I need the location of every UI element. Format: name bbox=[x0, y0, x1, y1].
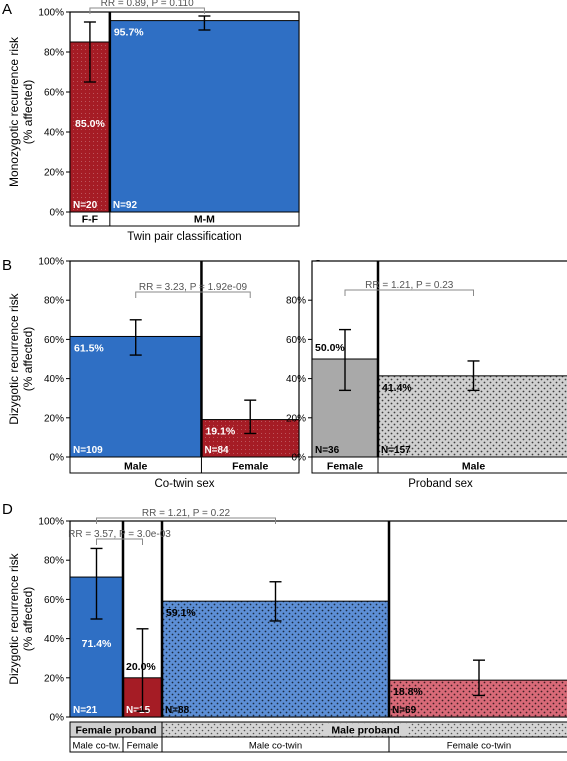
x-axis-label: Twin pair classification bbox=[127, 231, 241, 243]
y-axis-label-line: Dizygotic recurrence risk bbox=[7, 292, 21, 424]
y-tick-label: 20% bbox=[44, 168, 64, 179]
y-axis-label: Dizygotic recurrence risk(% affected) bbox=[7, 552, 35, 684]
bar bbox=[109, 20, 300, 213]
y-tick-label: 60% bbox=[44, 335, 64, 346]
y-tick-label: 60% bbox=[44, 88, 64, 99]
value-label: 41.4% bbox=[382, 382, 412, 394]
y-axis-label: Dizygotic recurrence risk(% affected) bbox=[7, 292, 35, 424]
panel-letter-b: B bbox=[2, 257, 12, 274]
n-label: N=36 bbox=[315, 445, 340, 456]
y-tick-label: 0% bbox=[50, 713, 65, 724]
comparison-bracket bbox=[89, 7, 205, 14]
y-axis-label: Monozygotic recurrence risk(% affected) bbox=[7, 36, 35, 187]
y-axis-label-line: Monozygotic recurrence risk bbox=[7, 36, 21, 187]
bar-pattern bbox=[389, 680, 567, 717]
n-label: N=109 bbox=[73, 445, 103, 456]
y-tick-label: 80% bbox=[286, 296, 306, 307]
value-label: 95.7% bbox=[114, 27, 144, 39]
y-tick-label: 20% bbox=[44, 413, 64, 424]
n-label: N=157 bbox=[381, 445, 411, 456]
y-tick-label: 40% bbox=[286, 374, 306, 385]
y-tick-label: 20% bbox=[44, 673, 64, 684]
value-label: 61.5% bbox=[74, 342, 104, 354]
panel-letter-d: D bbox=[2, 501, 13, 518]
comparison-bracket bbox=[96, 538, 143, 545]
y-axis-label-line: (% affected) bbox=[21, 327, 35, 391]
category-label: Male co-tw. bbox=[72, 741, 120, 752]
category-label: Female bbox=[232, 461, 268, 473]
comparison-label: RR = 1.21, P = 0.22 bbox=[142, 508, 231, 519]
bar-pattern bbox=[378, 375, 567, 457]
category-label: F-F bbox=[82, 214, 99, 226]
bar bbox=[69, 335, 202, 458]
y-tick-label: 100% bbox=[38, 517, 64, 528]
category-label: Female bbox=[127, 741, 159, 752]
y-tick-label: 40% bbox=[44, 374, 64, 385]
comparison-bracket bbox=[344, 289, 474, 296]
y-tick-label: 0% bbox=[50, 208, 65, 219]
category-row bbox=[311, 456, 567, 474]
value-label: 59.1% bbox=[166, 607, 196, 619]
comparison-bracket bbox=[135, 291, 251, 298]
x-axis-label: Proband sex bbox=[408, 478, 473, 490]
y-tick-label: 80% bbox=[44, 296, 64, 307]
panel-a: 0% 20% 40% 60% 80% 100% Monozygotic recurrence… bbox=[7, 0, 300, 243]
category-label: Male bbox=[124, 461, 148, 473]
y-tick-label: 100% bbox=[38, 8, 64, 19]
comparison-label: RR = 3.23, P = 1.92e-09 bbox=[139, 282, 248, 293]
category-label: Male co-twin bbox=[249, 741, 302, 752]
n-label: N=84 bbox=[204, 445, 229, 456]
group-label-bg bbox=[323, 724, 408, 735]
y-tick-label: 80% bbox=[44, 48, 64, 59]
category-label: Female co-twin bbox=[447, 741, 511, 752]
panel-c: 0% 20% 40% 60% 80% N=36 50.0% N=157 41.4% RR = 1.… bbox=[286, 260, 567, 490]
category-label: Female bbox=[327, 461, 363, 473]
y-tick-label: 60% bbox=[44, 595, 64, 606]
value-label: 19.1% bbox=[205, 426, 235, 438]
y-tick-label: 80% bbox=[44, 556, 64, 567]
category-label: M-M bbox=[194, 214, 215, 226]
y-tick-label: 60% bbox=[286, 335, 306, 346]
comparison-label: RR = 1.21, P = 0.23 bbox=[365, 280, 454, 291]
comparison-bracket bbox=[96, 517, 276, 524]
panel-letter-a: A bbox=[2, 1, 12, 18]
category-row bbox=[69, 456, 300, 474]
y-tick-label: 40% bbox=[44, 128, 64, 139]
value-label: 18.8% bbox=[393, 686, 423, 698]
value-label: 85.0% bbox=[75, 118, 105, 130]
y-tick-label: 40% bbox=[44, 634, 64, 645]
value-label: 50.0% bbox=[315, 342, 345, 354]
category-label: Male bbox=[462, 461, 486, 473]
y-axis-label-line: (% affected) bbox=[21, 80, 35, 144]
n-label: N=69 bbox=[392, 705, 417, 716]
y-tick-label: 20% bbox=[286, 413, 306, 424]
n-label: N=21 bbox=[73, 705, 98, 716]
panels-layer: 0% 20% 40% 60% 80% 100% Monozygotic recurrence… bbox=[7, 0, 567, 753]
y-tick-label: 0% bbox=[292, 453, 307, 464]
y-tick-label: 100% bbox=[38, 257, 64, 268]
category-row bbox=[69, 736, 567, 753]
category-row bbox=[69, 211, 300, 227]
panel-d: 0% 20% 40% 60% 80% 100% Dizygotic recurrence r… bbox=[7, 508, 567, 753]
y-tick-label: 0% bbox=[50, 453, 65, 464]
group-label: Female proband bbox=[75, 725, 156, 737]
n-label: N=92 bbox=[113, 200, 138, 211]
y-axis-label-line: (% affected) bbox=[21, 587, 35, 651]
comparison-label: RR = 3.57, P = 3.0e-03 bbox=[68, 529, 171, 540]
value-label: 71.4% bbox=[82, 638, 112, 650]
y-axis-label-line: Dizygotic recurrence risk bbox=[7, 552, 21, 684]
value-label: 20.0% bbox=[126, 661, 156, 673]
n-label: N=20 bbox=[73, 200, 98, 211]
comparison-label: RR = 0.89, P = 0.110 bbox=[101, 0, 194, 9]
x-axis-label: Co-twin sex bbox=[154, 478, 214, 490]
group-label: Male proband bbox=[331, 725, 399, 737]
panel-b: 0% 20% 40% 60% 80% 100% Dizygotic recurrence r… bbox=[7, 257, 300, 490]
n-label: N=88 bbox=[165, 705, 190, 716]
